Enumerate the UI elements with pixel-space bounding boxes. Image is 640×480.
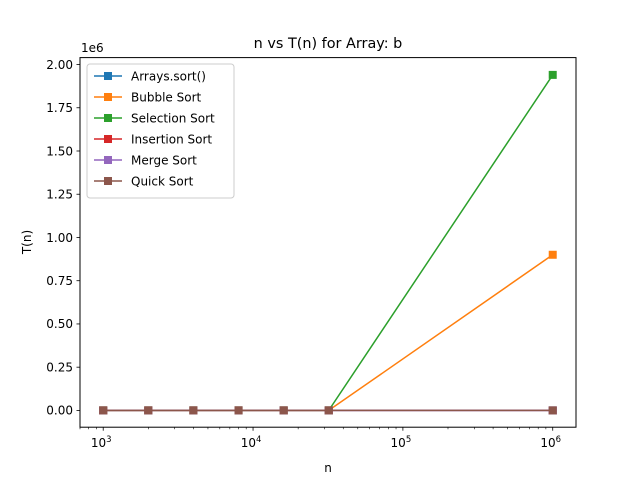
x-tick-exponent-2: 5 [406, 435, 411, 445]
legend-marker-2 [104, 114, 112, 122]
legend-label-0: Arrays.sort() [131, 70, 206, 84]
y-tick-label-3: 0.75 [46, 274, 73, 288]
series-5-point-3 [234, 406, 243, 415]
y-axis-offset-label: 1e6 [81, 41, 104, 55]
x-tick-exponent-0: 3 [106, 435, 111, 445]
series-5-point-1 [144, 406, 153, 415]
x-tick-exponent-1: 4 [256, 435, 261, 445]
legend-marker-3 [104, 135, 112, 143]
legend-label-1: Bubble Sort [131, 91, 201, 105]
x-axis-label: n [324, 461, 332, 475]
series-5-point-6 [548, 406, 557, 415]
plot-marks [99, 70, 557, 415]
y-tick-label-4: 1.00 [46, 231, 73, 245]
y-axis-ticks: 0.00 0.25 0.50 0.75 1.00 1.25 1.50 1.75 2.00 [46, 58, 80, 418]
y-tick-label-7: 1.75 [46, 101, 73, 115]
series-5-point-0 [99, 406, 108, 415]
y-tick-label-2: 0.50 [46, 317, 73, 331]
series-1-point-6 [548, 250, 557, 259]
legend-label-4: Merge Sort [131, 154, 197, 168]
series-5-point-4 [279, 406, 288, 415]
series-2-point-6 [548, 70, 557, 79]
y-tick-label-5: 1.25 [46, 188, 73, 202]
y-tick-label-6: 1.50 [46, 144, 73, 158]
legend-label-5: Quick Sort [131, 175, 194, 189]
y-tick-label-1: 0.25 [46, 360, 73, 374]
y-axis-label: T(n) [20, 230, 34, 255]
legend-marker-0 [104, 72, 112, 80]
series-5-point-5 [324, 406, 333, 415]
legend: Arrays.sort() Bubble Sort Selection Sort In… [86, 63, 235, 199]
y-tick-label-8: 2.00 [46, 58, 73, 72]
legend-label-3: Insertion Sort [131, 133, 212, 147]
plot-frame [79, 57, 577, 428]
y-tick-label-0: 0.00 [46, 404, 73, 418]
chart-title: n vs T(n) for Array: b [254, 36, 403, 52]
legend-marker-4 [104, 156, 112, 164]
x-tick-exponent-3: 6 [556, 435, 561, 445]
series-5-point-2 [189, 406, 198, 415]
legend-marker-1 [104, 93, 112, 101]
legend-marker-5 [104, 177, 112, 185]
legend-label-2: Selection Sort [131, 112, 215, 126]
legend-box [86, 63, 235, 199]
